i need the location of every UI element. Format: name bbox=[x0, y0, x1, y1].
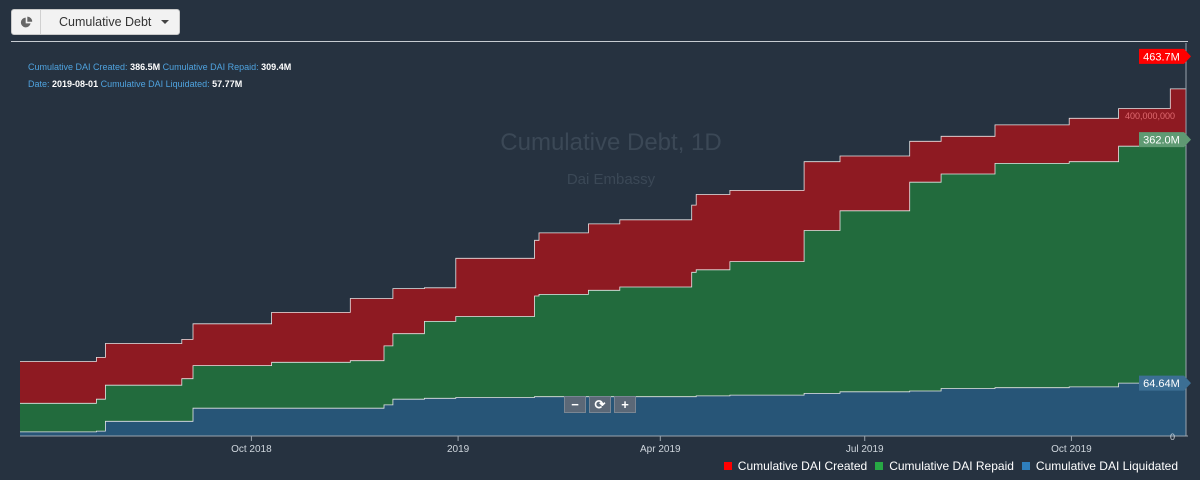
legend-label: Cumulative DAI Repaid bbox=[889, 459, 1014, 473]
reset-zoom-button[interactable]: ⟳ bbox=[589, 396, 611, 413]
chevron-down-icon bbox=[161, 20, 170, 24]
legend-item-repaid[interactable]: Cumulative DAI Repaid bbox=[875, 459, 1014, 473]
zoom-controls: − ⟳ + bbox=[564, 396, 639, 413]
info-value: 57.77M bbox=[212, 79, 243, 89]
x-tick-label: Jul 2019 bbox=[846, 444, 884, 455]
legend-item-liquidated[interactable]: Cumulative DAI Liquidated bbox=[1021, 459, 1178, 473]
x-tick-label: Oct 2019 bbox=[1051, 444, 1092, 455]
tooltip-row-2: Date: 2019-08-01 Cumulative DAI Liquidat… bbox=[28, 79, 242, 89]
chart-title: Cumulative Debt, 1D bbox=[500, 129, 721, 156]
last-value-label-1: 362.0M bbox=[1139, 132, 1191, 148]
chart-legend: Cumulative DAI Created Cumulative DAI Re… bbox=[716, 459, 1178, 473]
x-tick-label: Oct 2018 bbox=[231, 444, 272, 455]
area-series-1 bbox=[20, 139, 1186, 436]
chart-subtitle: Dai Embassy bbox=[567, 171, 656, 188]
zoom-in-button[interactable]: + bbox=[614, 396, 636, 413]
svg-text:64.64M: 64.64M bbox=[1143, 378, 1180, 390]
series-line-0 bbox=[20, 56, 1187, 362]
legend-swatch-created bbox=[723, 462, 732, 470]
legend-label: Cumulative DAI Liquidated bbox=[1035, 459, 1178, 473]
x-tick-label: Apr 2019 bbox=[640, 444, 681, 455]
svg-text:463.7M: 463.7M bbox=[1143, 51, 1180, 63]
legend-swatch-repaid bbox=[875, 462, 884, 470]
zoom-out-button[interactable]: − bbox=[564, 396, 586, 413]
info-key: Cumulative DAI Created: bbox=[28, 62, 128, 72]
pie-chart-icon bbox=[12, 10, 41, 34]
info-key: Cumulative DAI Repaid: bbox=[162, 62, 259, 72]
tooltip-row-1: Cumulative DAI Created: 386.5M Cumulativ… bbox=[28, 62, 291, 72]
info-key: Date: bbox=[28, 79, 50, 89]
series-line-1 bbox=[20, 139, 1187, 404]
y-tick-label: 0 bbox=[1170, 432, 1175, 442]
legend-swatch-liquidated bbox=[1021, 462, 1030, 470]
legend-item-created[interactable]: Cumulative DAI Created bbox=[723, 459, 868, 473]
x-tick-label: 2019 bbox=[447, 444, 470, 455]
chart-selector-dropdown[interactable]: Cumulative Debt bbox=[11, 9, 180, 35]
last-value-label-0: 463.7M bbox=[1139, 48, 1191, 64]
info-value: 2019-08-01 bbox=[52, 79, 99, 89]
last-value-label-2: 64.64M bbox=[1139, 375, 1191, 391]
dropdown-label: Cumulative Debt bbox=[59, 15, 152, 29]
info-value: 309.4M bbox=[261, 62, 292, 72]
svg-text:362.0M: 362.0M bbox=[1143, 135, 1180, 147]
info-value: 386.5M bbox=[130, 62, 161, 72]
legend-label: Cumulative DAI Created bbox=[737, 459, 868, 473]
info-key: Cumulative DAI Liquidated: bbox=[100, 79, 210, 89]
header-divider bbox=[11, 41, 1188, 42]
y-tick-label: 400,000,000 bbox=[1125, 111, 1175, 121]
